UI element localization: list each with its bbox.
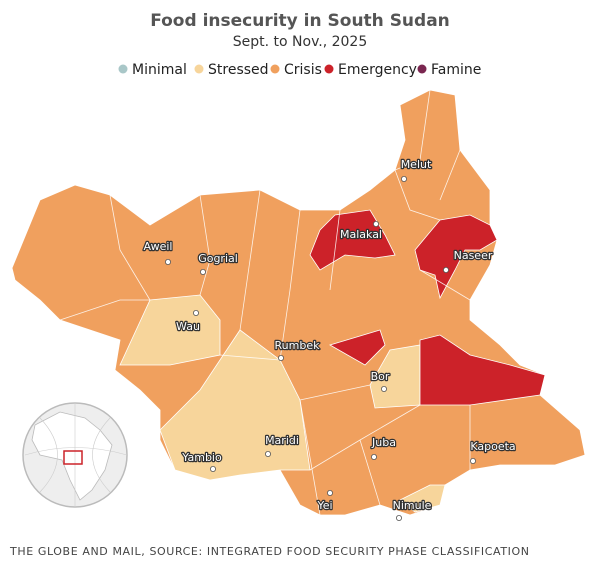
- city-label: Wau: [176, 320, 200, 333]
- emergency-area: [419, 334, 546, 406]
- city-dot: [209, 465, 216, 472]
- city-dot: [395, 515, 402, 522]
- city-label: Yambio: [181, 451, 222, 464]
- city-label: Aweil: [144, 240, 173, 253]
- city-dot: [372, 220, 379, 227]
- city-label: Bor: [371, 370, 390, 383]
- legend-swatch: [194, 64, 204, 74]
- legend-swatch: [118, 64, 128, 74]
- legend-label: Minimal: [132, 62, 187, 78]
- locator-globe: [22, 402, 128, 508]
- legend-label: Emergency: [338, 62, 417, 78]
- legend-label: Crisis: [284, 62, 322, 78]
- city-label: Nimule: [393, 499, 432, 512]
- city-label: Melut: [401, 158, 432, 171]
- city-label: Gogrial: [198, 252, 238, 265]
- subtitle: Sept. to Nov., 2025: [233, 34, 368, 50]
- legend-label: Famine: [431, 62, 481, 78]
- stressed-area: [399, 484, 446, 513]
- city-dot: [199, 268, 206, 275]
- city-label: Maridi: [265, 434, 299, 447]
- city-dot: [326, 489, 333, 496]
- legend-swatch: [270, 64, 280, 74]
- city-dot: [400, 175, 407, 182]
- emergency-area: [414, 214, 498, 300]
- city-label: Kapoeta: [470, 440, 515, 453]
- city-label: Naseer: [454, 249, 493, 262]
- city-label: Rumbek: [275, 339, 321, 352]
- city-dot: [442, 266, 449, 273]
- legend-label: Stressed: [208, 62, 269, 78]
- title: Food insecurity in South Sudan: [150, 11, 450, 31]
- city-dot: [370, 453, 377, 460]
- city-dot: [192, 309, 199, 316]
- city-label: Malakal: [340, 228, 382, 241]
- source: THE GLOBE AND MAIL, SOURCE: INTEGRATED F…: [9, 545, 530, 558]
- city-dot: [277, 354, 284, 361]
- emergency-area: [328, 329, 386, 366]
- legend-swatch: [417, 64, 427, 74]
- city-dot: [380, 385, 387, 392]
- city-label: Juba: [371, 436, 396, 449]
- legend: Minimal Stressed Crisis Emergency Famine: [118, 62, 481, 78]
- city-dot: [469, 457, 476, 464]
- city-labels: Melut Malakal Aweil Gogrial Naseer Wau Rumbek B…: [142, 157, 517, 522]
- city-label: Yei: [316, 499, 332, 512]
- city-dot: [164, 258, 171, 265]
- legend-swatch: [324, 64, 334, 74]
- city-dot: [264, 450, 271, 457]
- boundary: [59, 89, 471, 516]
